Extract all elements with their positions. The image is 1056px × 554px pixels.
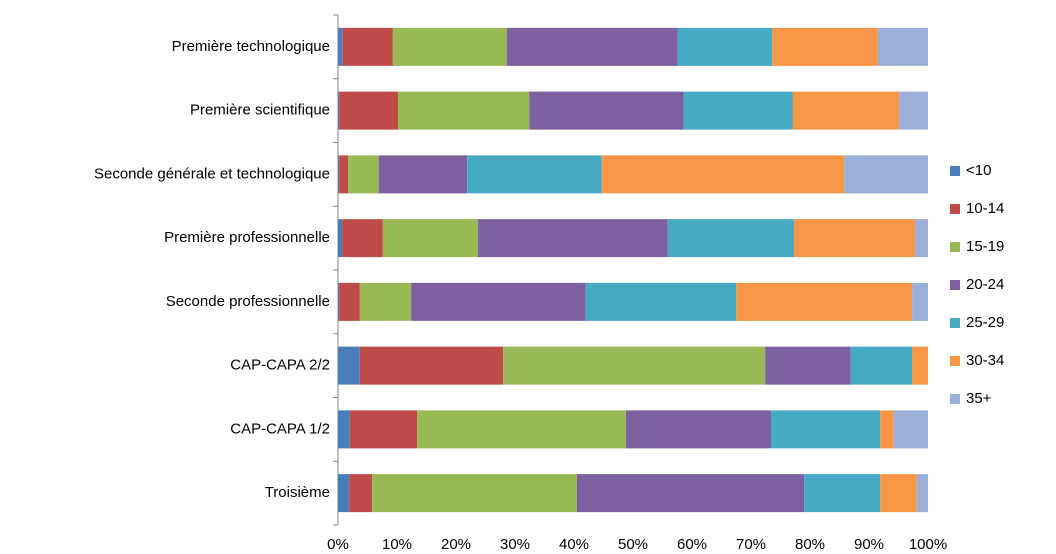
bar-segment [378, 155, 468, 194]
bar-segment [771, 410, 881, 449]
bar-segment [576, 474, 805, 513]
bar-segment [804, 474, 881, 513]
legend-swatch [950, 280, 960, 290]
y-tick-label: Première scientifique [190, 102, 330, 119]
bar-segment [338, 27, 343, 66]
bar-segment [398, 91, 530, 130]
bar-segment [601, 155, 845, 194]
bar-segment [844, 155, 928, 194]
legend-swatch [950, 318, 960, 328]
bar-segment [417, 410, 626, 449]
bar-segment [339, 155, 349, 194]
bar-segment [899, 91, 928, 130]
bar-segment [765, 346, 851, 385]
x-tick-label: 20% [441, 536, 471, 553]
bar-segment [342, 219, 383, 258]
bar-segment [625, 410, 772, 449]
x-tick-label: 40% [559, 536, 589, 553]
legend-label: 25-29 [966, 314, 1004, 331]
x-tick-label: 50% [618, 536, 648, 553]
bar-segment [338, 155, 340, 194]
legend-label: 20-24 [966, 276, 1004, 293]
bar-segment [893, 410, 928, 449]
legend-label: 30-34 [966, 352, 1004, 369]
bar-segment [880, 410, 894, 449]
bar-segment [372, 474, 577, 513]
bar-segment [677, 27, 773, 66]
bar-segment [338, 346, 360, 385]
bar-segment [736, 282, 913, 321]
bar-segment [912, 282, 928, 321]
bar-segment [338, 410, 350, 449]
bar-segment [683, 91, 793, 130]
y-tick-label: Seconde générale et technologique [94, 165, 330, 182]
bar-segment [339, 282, 360, 321]
y-tick-label: Troisième [265, 484, 330, 501]
x-tick-label: 10% [382, 536, 412, 553]
bar-segment [467, 155, 602, 194]
bar-segment [338, 282, 340, 321]
legend-label: 10-14 [966, 200, 1004, 217]
bar-segment [503, 346, 766, 385]
bar-segment [772, 27, 878, 66]
bar-segment [667, 219, 795, 258]
x-tick-label: 60% [677, 536, 707, 553]
y-tick-label: Première technologique [172, 38, 330, 55]
legend-label: <10 [966, 162, 991, 179]
x-tick-label: 30% [500, 536, 530, 553]
legend-swatch [950, 204, 960, 214]
bar-segment [349, 474, 373, 513]
bar-segment [342, 27, 393, 66]
bar-segment [477, 219, 668, 258]
y-tick-label: CAP-CAPA 2/2 [230, 357, 330, 374]
bar-segment [529, 91, 684, 130]
bar-segment [359, 346, 504, 385]
bar-segment [850, 346, 913, 385]
bar-segment [915, 219, 928, 258]
bar-segment [411, 282, 586, 321]
legend-label: 35+ [966, 390, 992, 407]
x-tick-label: 80% [795, 536, 825, 553]
bar-segment [339, 91, 399, 130]
bar-segment [794, 219, 916, 258]
legend-swatch [950, 166, 960, 176]
bar-segment [338, 219, 343, 258]
bar-segment [359, 282, 412, 321]
x-tick-label: 70% [736, 536, 766, 553]
x-tick-label: 100% [909, 536, 947, 553]
bar-segment [877, 27, 928, 66]
legend-swatch [950, 356, 960, 366]
y-tick-label: Seconde professionnelle [166, 293, 330, 310]
x-tick-label: 0% [327, 536, 349, 553]
legend-swatch [950, 394, 960, 404]
y-tick-label: Première professionnelle [164, 229, 330, 246]
bar-segment [382, 219, 478, 258]
legend-swatch [950, 242, 960, 252]
bar-segment [880, 474, 917, 513]
bar-segment [348, 155, 379, 194]
bar-segment [792, 91, 900, 130]
bar-segment [506, 27, 678, 66]
bar-segment [916, 474, 928, 513]
y-tick-label: CAP-CAPA 1/2 [230, 420, 330, 437]
bar-segment [349, 410, 418, 449]
x-tick-label: 90% [854, 536, 884, 553]
bar-segment [585, 282, 737, 321]
legend-label: 15-19 [966, 238, 1004, 255]
bar-segment [338, 474, 350, 513]
bar-segment [338, 91, 340, 130]
bar-segment [392, 27, 507, 66]
bar-segment [912, 346, 928, 385]
